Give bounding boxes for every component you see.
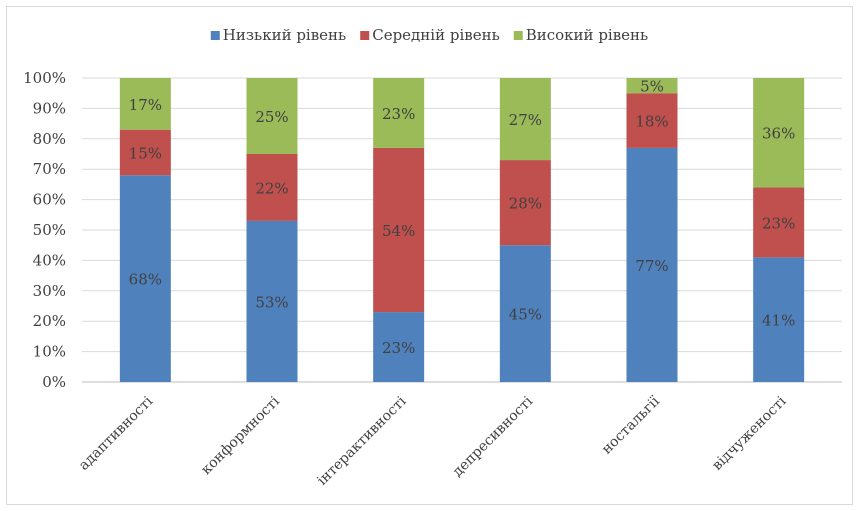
data-label: 23%	[382, 105, 415, 123]
bar-segment	[246, 78, 298, 154]
bar-segment	[373, 78, 425, 148]
data-label: 41%	[762, 312, 795, 330]
data-label: 23%	[762, 214, 795, 232]
y-tick-label: 90%	[33, 99, 66, 117]
bar-segment	[119, 129, 171, 176]
data-label: 36%	[762, 125, 795, 143]
gridlines	[82, 77, 842, 383]
legend-item: Низький рівень	[210, 26, 346, 44]
y-tick-label: 20%	[33, 312, 66, 330]
legend-swatch	[360, 31, 370, 40]
bar-segment	[753, 257, 805, 382]
y-tick-label: 70%	[33, 160, 66, 178]
x-tick-label: відчуженості	[709, 393, 790, 474]
y-tick-label: 10%	[33, 343, 66, 361]
y-tick-label: 40%	[33, 251, 66, 269]
bar-segment	[753, 78, 805, 188]
bar-segment	[246, 154, 298, 221]
data-label: 45%	[509, 306, 542, 324]
bar-segment	[753, 187, 805, 258]
x-tick-label: адаптивності	[76, 393, 157, 474]
legend-swatch	[210, 31, 220, 40]
data-label: 15%	[129, 144, 162, 162]
x-tick-label: ностальгії	[599, 393, 663, 457]
y-tick-label: 30%	[33, 282, 66, 300]
legend: Низький рівень Середній рівень Високий рів…	[210, 26, 648, 44]
y-tick-label: 50%	[33, 221, 66, 239]
data-label: 17%	[129, 96, 162, 114]
data-label: 68%	[129, 271, 162, 289]
bar-segment	[119, 78, 171, 130]
legend-swatch	[513, 31, 523, 40]
bar-segment	[119, 175, 171, 382]
data-label: 5%	[640, 78, 664, 96]
data-label: 25%	[255, 108, 288, 126]
bar-segment	[499, 78, 551, 161]
x-tick-label: інтерактивності	[314, 393, 410, 489]
y-tick-label: 80%	[33, 130, 66, 148]
x-tick-label: депресивності	[450, 393, 537, 480]
legend-item: Високий рівень	[513, 26, 648, 44]
data-label: 23%	[382, 339, 415, 357]
data-label: 54%	[382, 222, 415, 240]
y-axis: 0% 10% 20% 30% 40% 50% 60% 70% 80% 90% 100%	[23, 69, 66, 391]
legend-label: Високий рівень	[526, 26, 648, 44]
y-tick-label: 0%	[42, 373, 66, 391]
bar-segment	[373, 147, 425, 313]
bar-segment	[499, 160, 551, 246]
data-label: 53%	[255, 293, 288, 311]
x-axis: адаптивності конформності інтерактивності д…	[76, 393, 790, 489]
data-label: 18%	[635, 113, 668, 131]
y-tick-label: 100%	[23, 69, 66, 87]
bar-segment	[373, 312, 425, 382]
bar-segment	[626, 147, 678, 382]
legend-label: Низький рівень	[223, 26, 346, 44]
data-label: 77%	[635, 257, 668, 275]
legend-label: Середній рівень	[372, 26, 500, 44]
data-label: 28%	[509, 195, 542, 213]
bars: 68% 15% 17% 53% 22% 25% 23% 54% 23% 45% 28% 27% 77% 1…	[119, 78, 805, 382]
bar-segment	[499, 245, 551, 382]
bar-segment	[626, 93, 678, 148]
x-tick-label: конформності	[198, 393, 283, 478]
bar-segment	[626, 78, 678, 94]
y-tick-label: 60%	[33, 191, 66, 209]
data-label: 27%	[509, 111, 542, 129]
bar-segment	[246, 220, 298, 382]
legend-item: Середній рівень	[360, 26, 500, 44]
data-label: 22%	[255, 179, 288, 197]
